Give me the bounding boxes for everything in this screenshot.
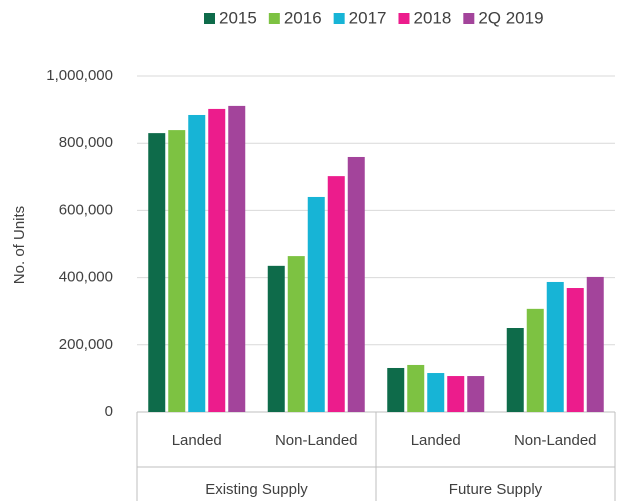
x-tick-label: Non-Landed: [514, 432, 597, 449]
legend-swatch: [398, 13, 410, 24]
bar: [506, 328, 524, 412]
legend-label: 2016: [284, 8, 322, 27]
y-tick-label: 800,000: [59, 134, 113, 151]
y-tick-label: 200,000: [59, 336, 113, 353]
legend-label: 2Q 2019: [478, 8, 543, 27]
bar: [287, 256, 305, 412]
legend-swatch: [333, 13, 345, 24]
bar: [427, 373, 445, 412]
x-tick-label: Landed: [172, 432, 222, 449]
y-axis-label: No. of Units: [11, 206, 28, 284]
bar: [347, 156, 365, 412]
bar: [407, 364, 425, 412]
y-tick-label: 400,000: [59, 269, 113, 286]
bar: [387, 367, 405, 412]
bar: [327, 176, 345, 412]
bar: [546, 281, 564, 412]
bar: [447, 376, 465, 412]
legend-swatch: [204, 13, 215, 24]
bar: [586, 276, 604, 412]
y-tick-label: 1,000,000: [46, 67, 113, 84]
x-tick-label: Landed: [411, 432, 461, 449]
group-label: Existing Supply: [205, 481, 308, 498]
y-tick-label: 0: [105, 403, 113, 420]
bar: [188, 114, 206, 412]
legend-label: 2018: [413, 8, 451, 27]
legend-label: 2017: [349, 8, 387, 27]
legend-swatch: [463, 13, 475, 24]
x-tick-label: Non-Landed: [275, 432, 358, 449]
bar: [208, 108, 226, 412]
y-tick-label: 600,000: [59, 201, 113, 218]
group-label: Future Supply: [449, 481, 543, 498]
bar: [267, 265, 285, 412]
bar: [526, 308, 544, 412]
bar: [307, 196, 325, 412]
bar: [566, 288, 584, 412]
legend-swatch: [268, 13, 280, 24]
bar: [168, 130, 186, 412]
bar: [148, 133, 166, 412]
bar: [467, 376, 485, 412]
legend-label: 2015: [219, 8, 257, 27]
bar: [228, 105, 246, 413]
